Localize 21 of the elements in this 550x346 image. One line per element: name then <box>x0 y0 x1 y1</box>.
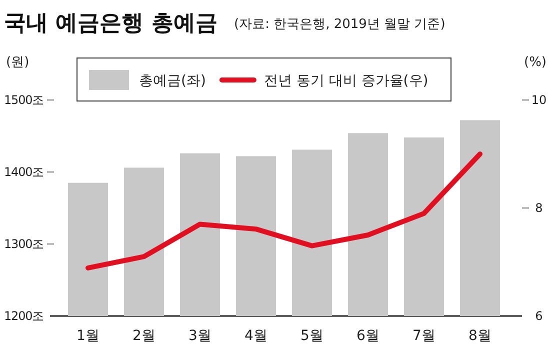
chart-title: 국내 예금은행 총예금 <box>4 11 218 36</box>
x-tick-label: 1월 <box>76 328 100 344</box>
y-tick-label: 1500조 <box>4 93 44 107</box>
x-tick-label: 3월 <box>188 328 212 344</box>
y-tick-label: 1400조 <box>4 165 44 179</box>
legend-label: 총예금(좌) <box>139 73 206 89</box>
x-tick-label: 8월 <box>468 328 492 344</box>
x-tick-label: 7월 <box>412 328 436 344</box>
y-tick-label: 1300조 <box>4 237 44 251</box>
x-tick-label: 6월 <box>356 328 380 344</box>
y2-axis-title: (%) <box>524 55 546 70</box>
x-tick-label: 2월 <box>132 328 156 344</box>
y2-tick-label: 8 <box>535 201 543 215</box>
y-axis-title: (원) <box>6 55 30 70</box>
legend-label: 전년 동기 대비 증가율(우) <box>264 73 428 89</box>
chart-subtitle: (자료: 한국은행, 2019년 월말 기준) <box>234 17 446 32</box>
x-tick-label: 5월 <box>300 328 324 344</box>
y-tick-label: 1200조 <box>4 309 44 323</box>
y2-tick-label: 6 <box>535 309 543 323</box>
x-tick-label: 4월 <box>244 328 268 344</box>
y2-tick-label: 10 <box>531 93 547 107</box>
